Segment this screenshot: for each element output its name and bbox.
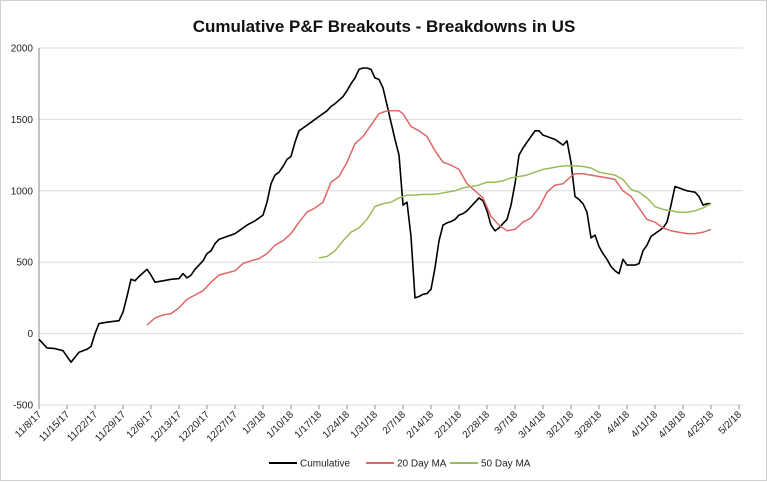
y-tick-labels: -500 0 500 1000 1500 2000 (11, 44, 34, 412)
legend-label: Cumulative (300, 459, 350, 470)
chart-title: Cumulative P&F Breakouts - Breakdowns in… (193, 17, 576, 36)
x-tick-label: 1/17/18 (293, 409, 325, 441)
series-line-cumulative (38, 67, 711, 363)
y-tick-label: 1000 (11, 186, 34, 197)
legend-label: 50 Day MA (481, 459, 531, 470)
x-tick-label: 5/2/18 (717, 409, 745, 437)
y-tick-label: 500 (16, 258, 33, 269)
x-tick-label: 1/24/18 (321, 409, 353, 441)
series-line-50-day-ma (318, 165, 712, 259)
x-tick-label: 3/21/18 (545, 409, 577, 441)
x-tick-label: 11/29/17 (93, 409, 128, 444)
x-tick-label: 4/18/18 (657, 409, 689, 441)
x-tick-label: 4/11/18 (629, 409, 660, 440)
y-tick-label: -500 (13, 401, 33, 412)
x-tick-label: 4/25/18 (685, 409, 717, 441)
x-tick-label: 12/27/17 (205, 409, 241, 445)
grid-layer (38, 47, 743, 406)
x-tick-label: 1/10/18 (265, 409, 297, 441)
x-tick-label: 1/31/18 (349, 409, 381, 441)
x-tick-label: 2/14/18 (405, 409, 437, 441)
x-tick-label: 3/14/18 (517, 409, 549, 441)
x-tick-label: 3/28/18 (573, 409, 605, 441)
legend: Cumulative 20 Day MA 50 Day MA (269, 459, 531, 470)
legend-label: 20 Day MA (397, 459, 447, 470)
y-tick-label: 2000 (11, 44, 34, 55)
series-line-20-day-ma (146, 110, 712, 326)
x-tick-label: 2/21/18 (433, 409, 465, 441)
x-tick-labels: 11/8/1711/15/1711/22/1711/29/1712/6/1712… (13, 405, 744, 445)
series-layer (38, 67, 712, 363)
y-tick-label: 0 (27, 329, 33, 340)
y-tick-label: 1500 (11, 115, 34, 126)
x-tick-label: 2/28/18 (461, 409, 493, 441)
